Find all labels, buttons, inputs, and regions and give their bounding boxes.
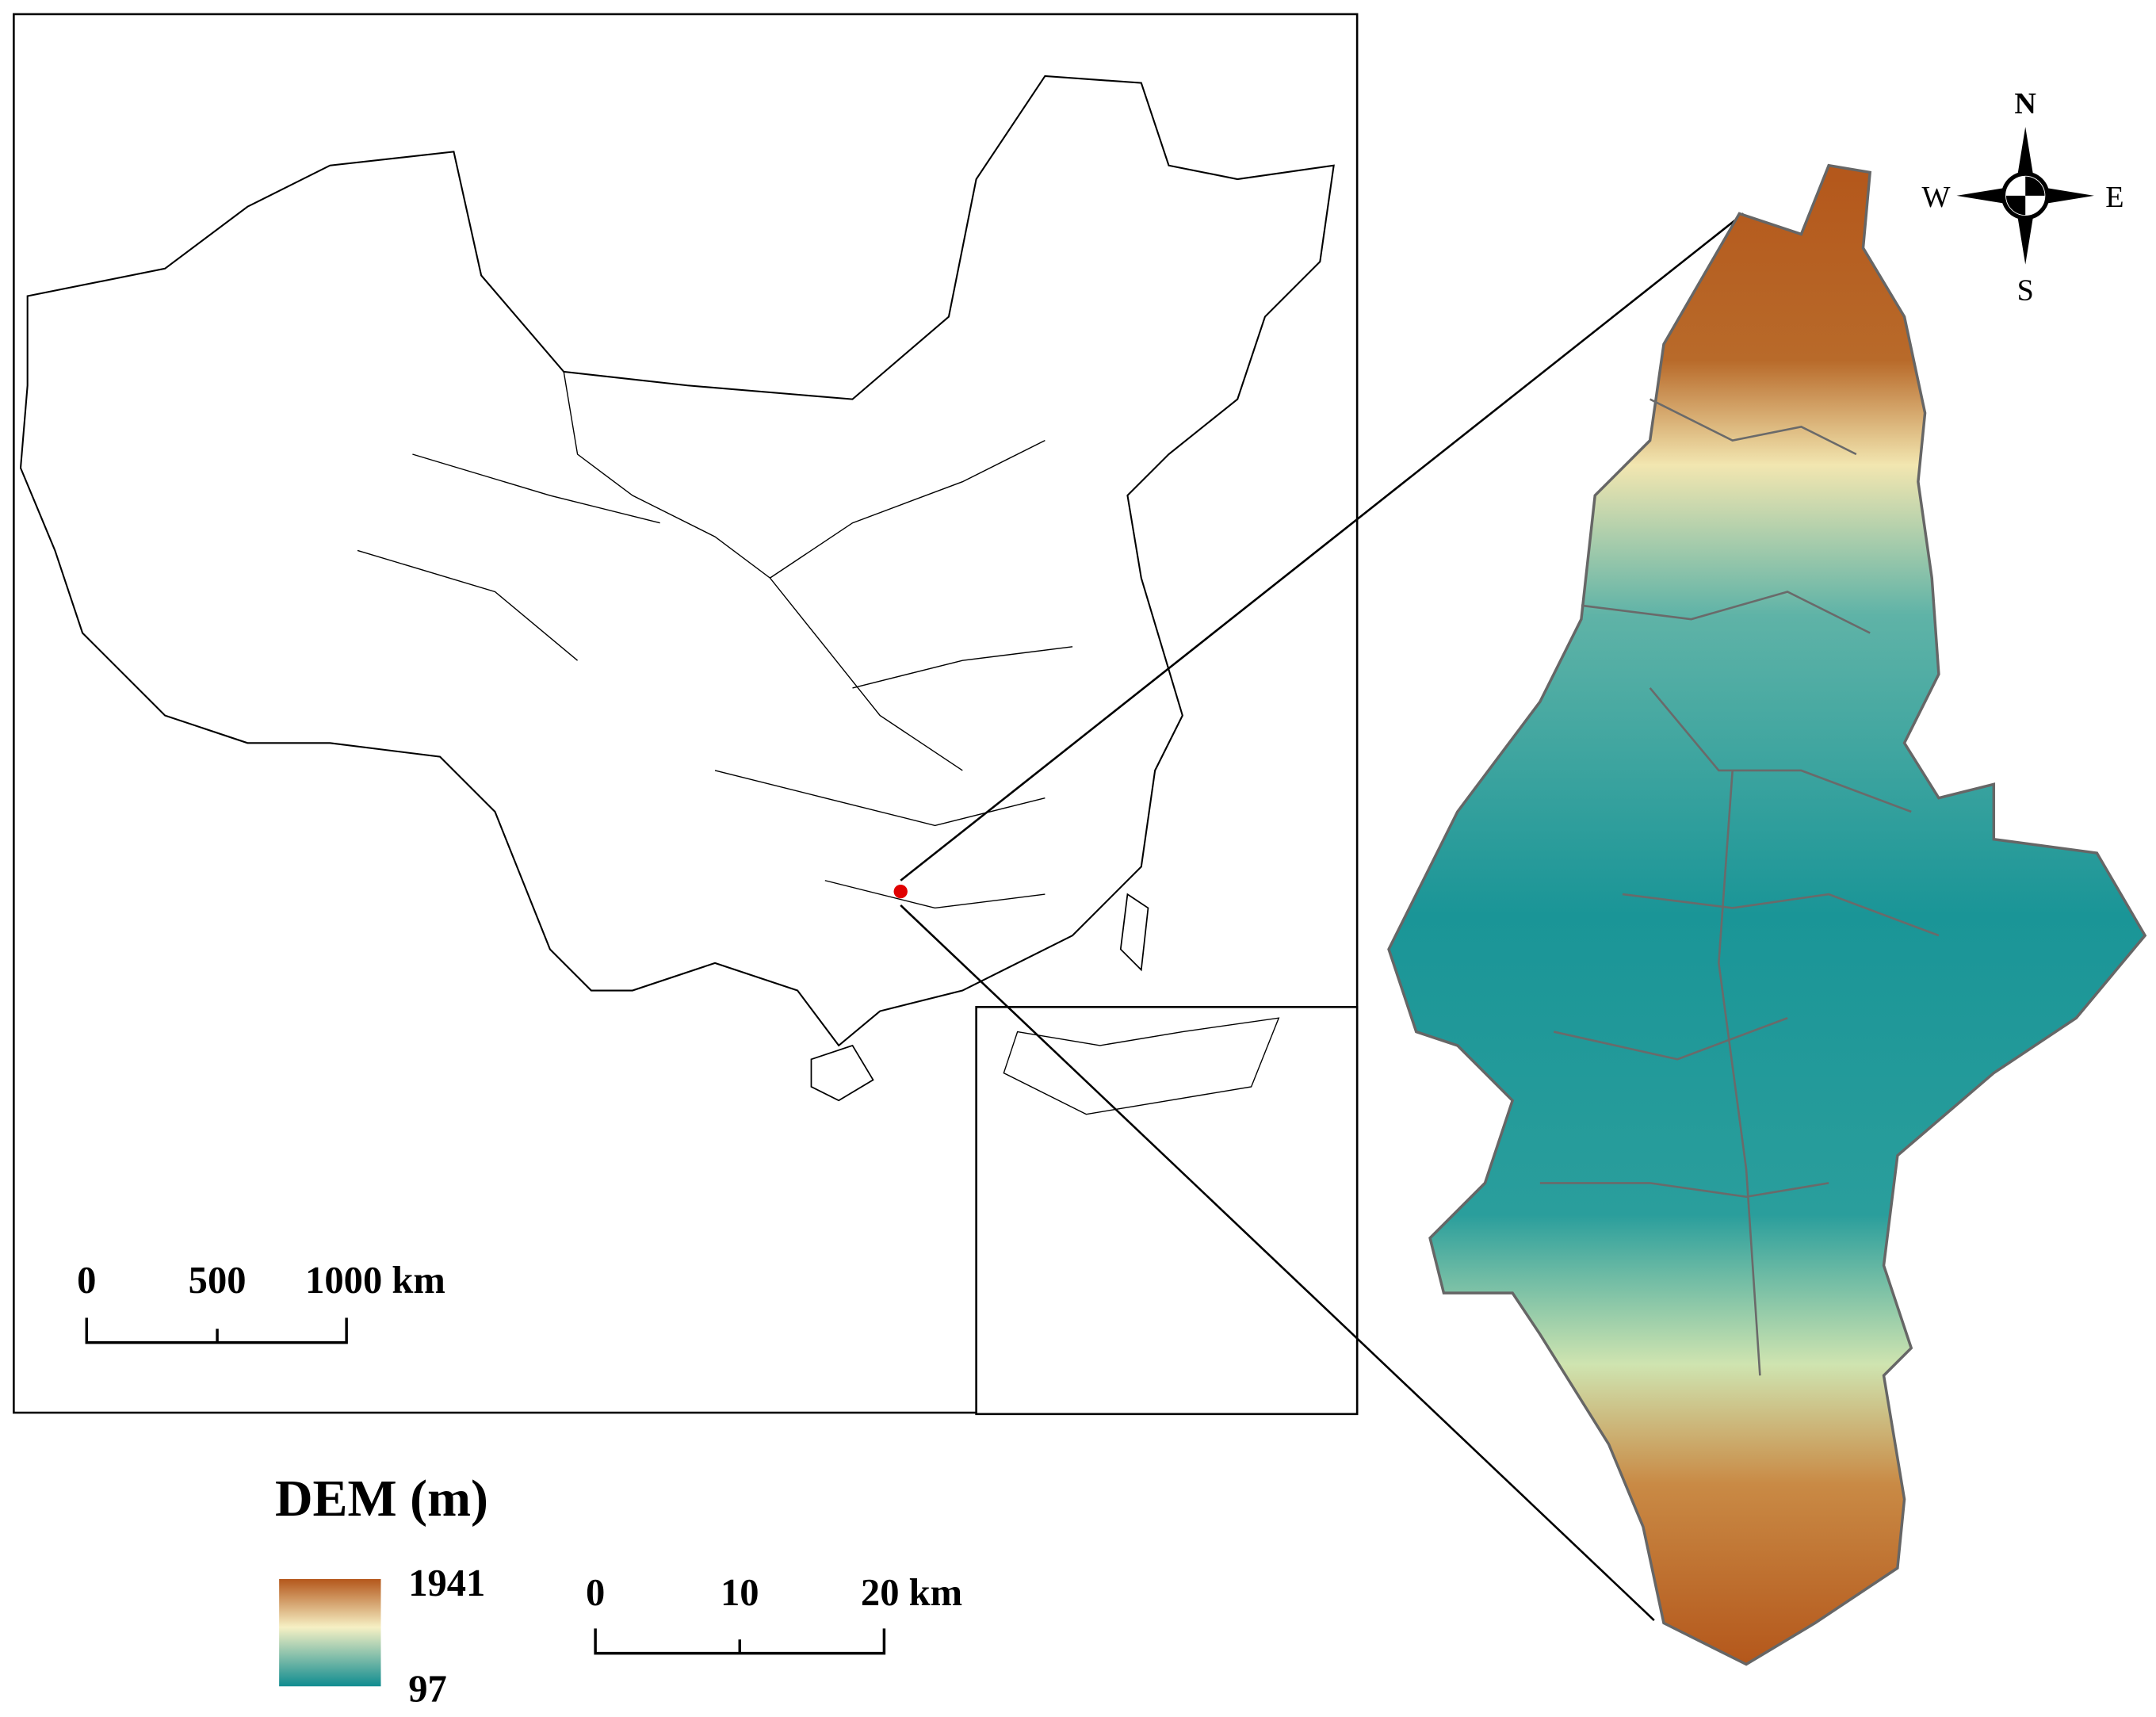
legend-max: 1941 <box>408 1562 485 1604</box>
study-scale-bar: 0 10 20 km <box>586 1571 962 1655</box>
south-china-sea-inset <box>975 1006 1359 1416</box>
study-area-location <box>893 884 908 899</box>
scale-label: 1000 km <box>305 1259 445 1302</box>
scale-label: 0 <box>77 1259 96 1302</box>
compass-e: E <box>2105 181 2124 214</box>
legend-title: DEM (m) <box>275 1470 488 1528</box>
province-borders <box>357 371 1073 909</box>
district-borders <box>1539 398 1940 1376</box>
islands <box>810 893 1149 1102</box>
legend: DEM (m) 1941 97 <box>275 1470 488 1710</box>
china-outline <box>19 75 1335 1047</box>
scale-label: 20 km <box>861 1571 962 1614</box>
inset-coast <box>1003 1017 1280 1115</box>
dem-study-area <box>1387 163 2147 1666</box>
compass: N S E W <box>1921 87 2124 308</box>
scale-label: 500 <box>189 1259 247 1302</box>
scale-label: 10 <box>721 1571 759 1614</box>
compass-n: N <box>2014 87 2036 120</box>
scale-label: 0 <box>586 1571 605 1614</box>
scale-bar-line <box>594 1628 886 1655</box>
compass-w: W <box>1921 181 1950 214</box>
china-scale-bar: 0 500 1000 km <box>77 1259 445 1344</box>
compass-quadrants <box>2005 176 2045 216</box>
compass-s: S <box>2017 274 2034 308</box>
zoom-line <box>900 904 1655 1621</box>
zoom-line <box>900 212 1745 881</box>
scale-bar-line <box>85 1317 348 1344</box>
legend-ramp <box>279 1578 381 1687</box>
legend-min: 97 <box>408 1667 447 1710</box>
